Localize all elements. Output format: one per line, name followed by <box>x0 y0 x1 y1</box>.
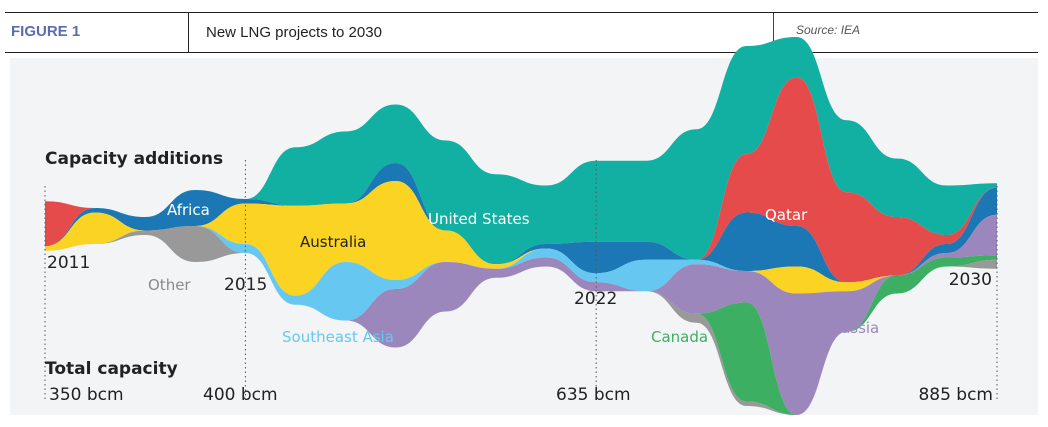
stream-southeast-asia <box>45 214 997 321</box>
series-label-other: Other <box>148 276 191 294</box>
series-label-canada: Canada <box>651 328 708 346</box>
year-label-2015: 2015 <box>224 275 267 295</box>
series-label-southeast-asia: Southeast Asia <box>282 328 394 346</box>
figure-header: FIGURE 1 New LNG projects to 2030 Source… <box>5 12 1038 53</box>
total-capacity-2015: 400 bcm <box>203 385 278 405</box>
stream-australia <box>45 181 997 296</box>
total-capacity-label: Total capacity <box>45 359 178 379</box>
year-label-2022: 2022 <box>574 289 617 309</box>
stream-united-states <box>45 37 997 265</box>
series-label-qatar: Qatar <box>765 206 808 224</box>
total-capacity-2030: 885 bcm <box>918 385 993 405</box>
stream-africa <box>45 163 997 283</box>
series-label-africa: Africa <box>167 201 210 219</box>
series-label-australia: Australia <box>300 233 366 251</box>
year-label-2030: 2030 <box>949 270 992 290</box>
stream-qatar <box>45 77 997 283</box>
series-label-russia: Russia <box>831 319 879 337</box>
total-capacity-2011: 350 bcm <box>49 385 124 405</box>
figure-source: Source: IEA <box>773 13 860 52</box>
stream-canada <box>45 226 997 415</box>
capacity-additions-label: Capacity additions <box>45 149 223 169</box>
figure-label: FIGURE 1 <box>11 23 81 40</box>
series-label-united-states: United States <box>428 210 530 228</box>
stream-russia <box>45 214 997 415</box>
figure-title: New LNG projects to 2030 <box>188 13 382 52</box>
year-label-2011: 2011 <box>47 253 90 273</box>
total-capacity-2022: 635 bcm <box>556 385 631 405</box>
